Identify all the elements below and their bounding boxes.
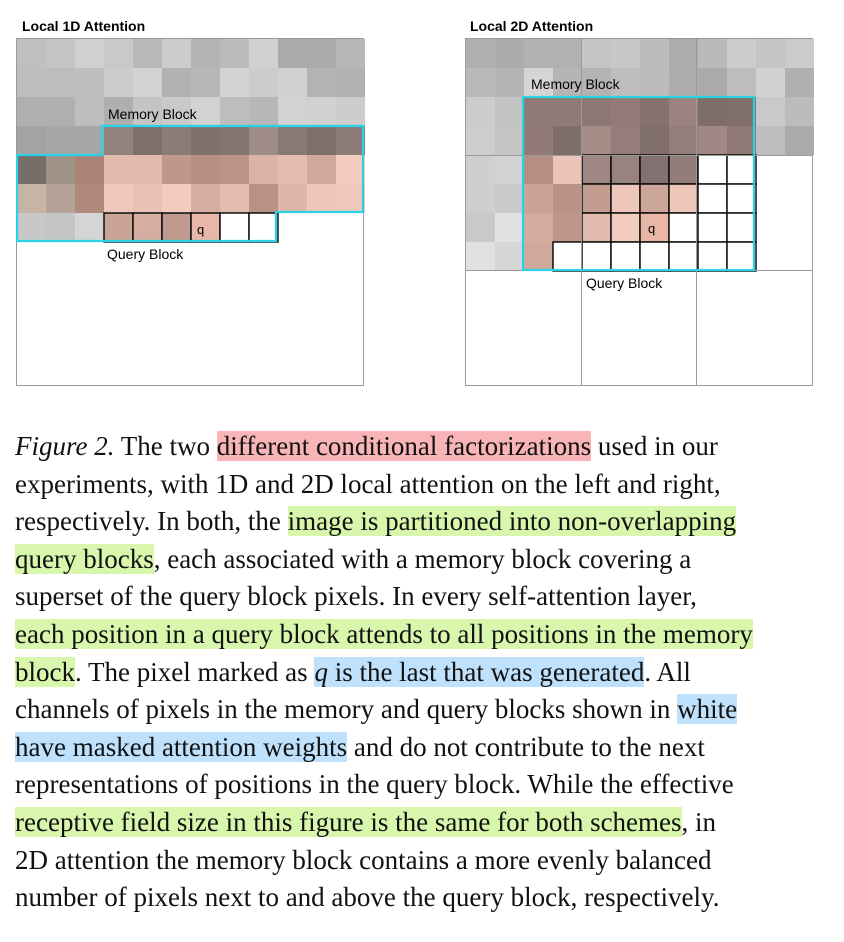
highlight-green: query blocks bbox=[15, 543, 154, 574]
caption-text: experiments, with 1D and 2D local attent… bbox=[15, 468, 721, 499]
caption-text: , each associated with a memory block co… bbox=[153, 543, 692, 574]
local-1d-attention-diagram: Memory Block Query Block q bbox=[16, 38, 365, 386]
caption-text: superset of the query block pixels. In e… bbox=[15, 581, 697, 612]
caption-text: 2D attention the memory block contains a… bbox=[15, 844, 712, 875]
highlight-green: each position in a query block attends t… bbox=[15, 618, 753, 649]
caption-line: 2D attention the memory block contains a… bbox=[15, 842, 827, 880]
right-memory-block-label: Memory Block bbox=[531, 76, 621, 92]
highlight-blue: white bbox=[677, 694, 738, 725]
right-pixel-grid bbox=[466, 39, 814, 272]
caption-text: respectively. In both, the bbox=[15, 506, 288, 537]
right-memory-block-outline bbox=[521, 95, 756, 272]
caption-text: and do not contribute to the next bbox=[347, 731, 705, 762]
caption-line: superset of the query block pixels. In e… bbox=[15, 578, 827, 616]
highlight-green: receptive field size in this figure is t… bbox=[15, 806, 682, 837]
caption-line: number of pixels next to and above the q… bbox=[15, 879, 827, 917]
caption-text: , in bbox=[681, 806, 717, 837]
left-panel-title: Local 1D Attention bbox=[22, 18, 146, 34]
caption-line: representations of positions in the quer… bbox=[15, 766, 827, 804]
left-pixel-grid bbox=[17, 39, 365, 243]
caption-text: The two bbox=[114, 431, 217, 461]
caption-line: have masked attention weights and do not… bbox=[15, 729, 827, 767]
right-q-label: q bbox=[648, 221, 655, 236]
highlight-blue: have masked attention weights bbox=[15, 731, 348, 762]
q-symbol: q bbox=[314, 656, 328, 687]
highlight-green: image is partitioned into non-overlappin… bbox=[287, 506, 737, 537]
highlight-red: different conditional factorizations bbox=[216, 431, 592, 461]
caption-line: each position in a query block attends t… bbox=[15, 616, 827, 654]
caption-text: . All bbox=[644, 656, 691, 687]
figure-caption: Figure 2. The two different conditional … bbox=[15, 428, 827, 917]
highlight-blue: q is the last that was generated bbox=[314, 656, 645, 687]
local-2d-attention-diagram: Memory Block Query Block q bbox=[465, 38, 814, 386]
caption-text: is the last that was generated bbox=[327, 656, 645, 687]
left-memory-block-label: Memory Block bbox=[108, 106, 198, 122]
caption-text: representations of positions in the quer… bbox=[15, 769, 734, 800]
left-memory-block-outline bbox=[16, 124, 365, 243]
highlight-green: block bbox=[15, 656, 75, 687]
caption-line: respectively. In both, the image is part… bbox=[15, 503, 827, 541]
caption-line: query blocks, each associated with a mem… bbox=[15, 541, 827, 579]
caption-text: channels of pixels in the memory and que… bbox=[15, 694, 678, 725]
caption-line: Figure 2. The two different conditional … bbox=[15, 428, 827, 466]
caption-text: number of pixels next to and above the q… bbox=[15, 882, 720, 913]
left-query-block-label: Query Block bbox=[107, 246, 184, 262]
caption-line: block. The pixel marked as q is the last… bbox=[15, 654, 827, 692]
right-query-block-label: Query Block bbox=[586, 275, 663, 291]
caption-text: . The pixel marked as bbox=[75, 656, 315, 687]
left-q-label: q bbox=[197, 222, 204, 237]
caption-line: experiments, with 1D and 2D local attent… bbox=[15, 466, 827, 504]
caption-line: channels of pixels in the memory and que… bbox=[15, 691, 827, 729]
right-panel-title: Local 2D Attention bbox=[470, 18, 594, 34]
caption-line: receptive field size in this figure is t… bbox=[15, 804, 827, 842]
caption-text: used in our bbox=[591, 431, 718, 461]
figure-label: Figure 2. bbox=[15, 431, 115, 461]
